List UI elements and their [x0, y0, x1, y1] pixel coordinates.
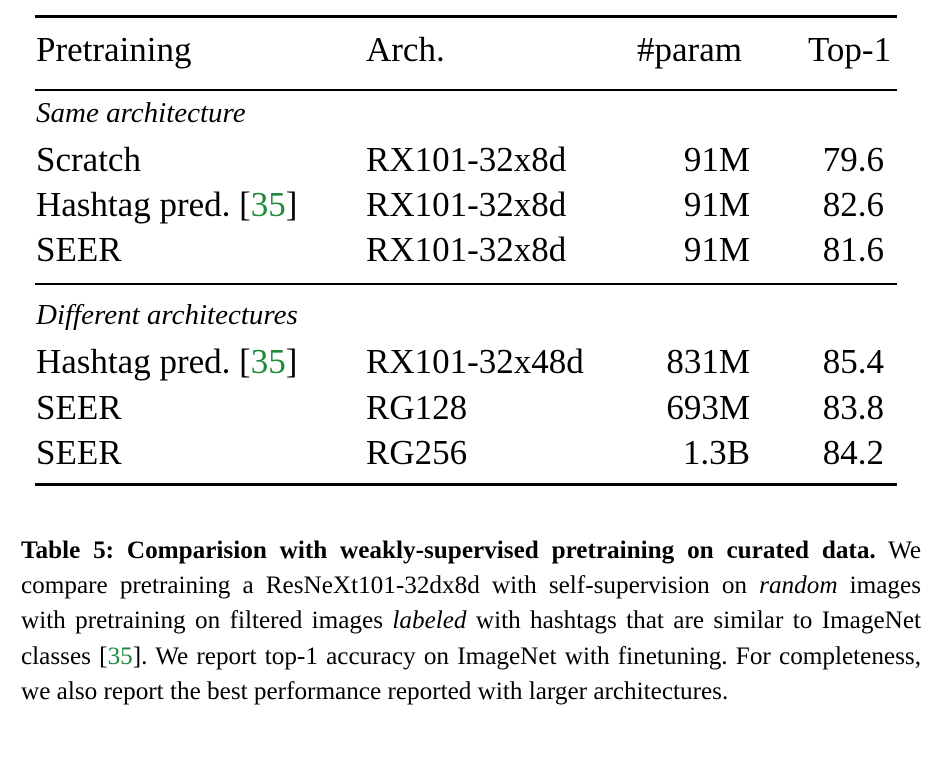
caption-bold-title: Comparision with weakly-supervised pretr…	[126, 537, 876, 564]
pretraining-cell: SEER	[36, 433, 122, 472]
bottom-rule	[35, 483, 897, 486]
param-cell: 831M	[666, 342, 750, 381]
arch-cell: RX101-32x8d	[366, 140, 567, 179]
top1-cell: 85.4	[822, 342, 884, 381]
citation[interactable]: [35]	[239, 342, 298, 381]
top1-cell: 84.2	[822, 433, 884, 472]
caption-label: Table 5:	[21, 537, 115, 564]
param-cell: 91M	[683, 185, 750, 224]
caption-text-1: We compare pretraining a ResNeXt101-32dx…	[21, 537, 922, 600]
header-arch: Arch.	[366, 30, 445, 69]
caption-citation-link[interactable]: 35	[107, 642, 133, 670]
header-param: #param	[637, 30, 742, 69]
arch-cell: RX101-32x8d	[366, 185, 567, 224]
header-top1: Top-1	[808, 30, 892, 69]
arch-cell: RG256	[366, 433, 468, 472]
pretraining-cell: SEER	[36, 230, 122, 269]
param-cell: 693M	[666, 388, 750, 427]
arch-cell: RG128	[366, 388, 468, 427]
caption-text-4: . We report top-1 accuracy on ImageNet w…	[21, 642, 922, 705]
header-rule	[35, 89, 897, 91]
top1-cell: 82.6	[822, 185, 884, 224]
arch-cell: RX101-32x8d	[366, 230, 567, 269]
table-caption: Table 5: Comparision with weakly-supervi…	[21, 537, 922, 705]
pretraining-cell: Hashtag pred.	[36, 185, 231, 224]
pretraining-cell: SEER	[36, 388, 122, 427]
pretraining-cell: Scratch	[36, 140, 141, 179]
param-cell: 91M	[683, 230, 750, 269]
top-rule	[35, 15, 897, 18]
caption-text-3: with hashtags that are similar to ImageN…	[21, 607, 921, 670]
caption-emphasis-labeled: labeled	[392, 607, 467, 635]
top1-cell: 83.8	[822, 388, 884, 427]
citation-link[interactable]: 35	[250, 342, 286, 381]
header-pretraining: Pretraining	[36, 30, 192, 69]
param-cell: 1.3B	[682, 433, 750, 472]
pretraining-cell: Hashtag pred.	[36, 342, 231, 381]
caption-emphasis-random: random	[759, 572, 838, 600]
top1-cell: 79.6	[822, 140, 884, 179]
citation[interactable]: [35]	[239, 185, 298, 224]
section-rule	[35, 283, 897, 285]
section-title: Same architecture	[36, 97, 246, 129]
citation-link[interactable]: 35	[250, 185, 286, 224]
section-title: Different architectures	[36, 299, 298, 331]
top1-cell: 81.6	[822, 230, 884, 269]
caption-text-2: images with pretraining on filtered imag…	[21, 572, 922, 635]
arch-cell: RX101-32x48d	[366, 342, 584, 381]
param-cell: 91M	[683, 140, 750, 179]
